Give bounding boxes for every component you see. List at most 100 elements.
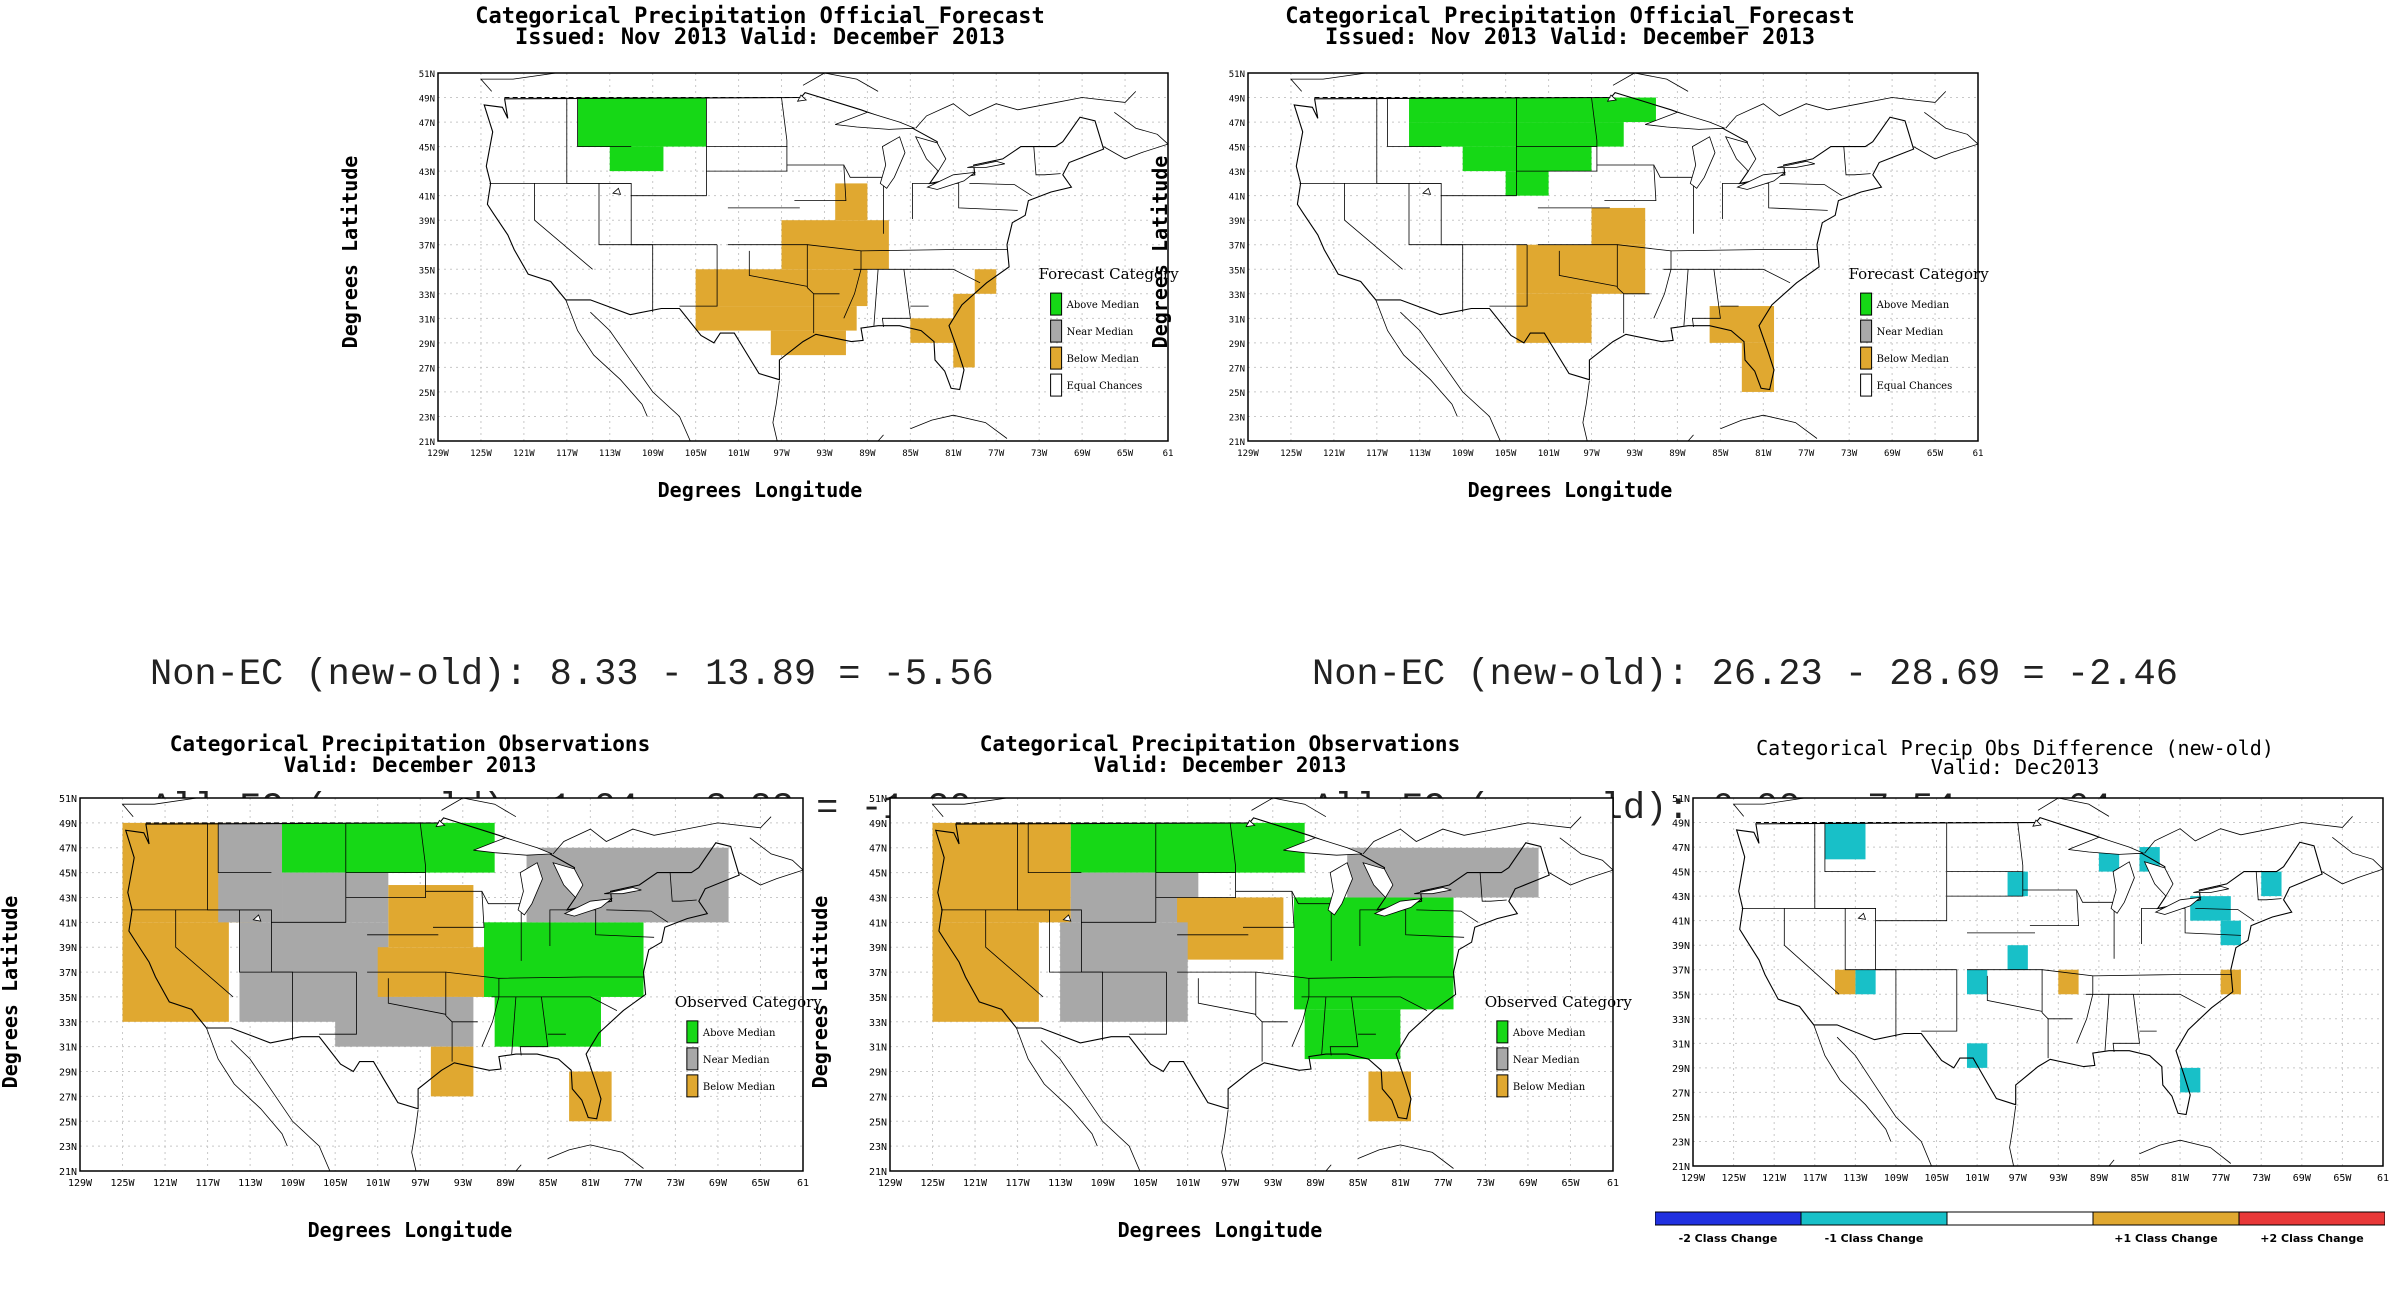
x-tick-label: 117W — [196, 1178, 221, 1189]
x-tick-label: 125W — [470, 449, 492, 459]
lake — [1777, 160, 1815, 168]
category-cell — [1966, 969, 1988, 995]
x-tick-label: 105W — [1133, 1178, 1158, 1189]
x-tick-label: 77W — [1434, 1178, 1453, 1189]
mexico-coast — [2108, 1159, 2115, 1166]
y-tick-label: 35N — [1672, 990, 1690, 1001]
mexico-coast — [1836, 1036, 1932, 1166]
y-tick-label: 27N — [1229, 364, 1245, 374]
state-border — [1344, 183, 1403, 270]
state-border — [2184, 908, 2241, 936]
x-tick-label: 65W — [751, 1178, 770, 1189]
state-border — [1235, 890, 1295, 928]
y-tick-label: 33N — [1672, 1015, 1690, 1026]
x-tick-label: 109W — [1452, 449, 1474, 459]
x-tick-label: 113W — [1843, 1173, 1868, 1184]
legend-label: Below Median — [1067, 354, 1140, 365]
y-tick-label: 37N — [59, 968, 77, 979]
canada-coast — [2321, 836, 2383, 885]
y-tick-label: 21N — [1672, 1162, 1690, 1173]
category-cell — [953, 293, 975, 368]
state-border — [217, 822, 272, 873]
y-tick-label: 47N — [869, 844, 887, 855]
canada-coast — [1290, 73, 1367, 92]
lake — [835, 111, 915, 130]
category-cell — [2180, 1067, 2201, 1093]
lake — [517, 862, 543, 916]
mexico-coast — [1325, 1164, 1332, 1171]
legend-label: Equal Chances — [1067, 381, 1143, 392]
x-tick-label: 73W — [2252, 1173, 2271, 1184]
canada-coast — [480, 73, 557, 92]
us-outline — [1735, 816, 2323, 1116]
legend-swatch — [1050, 292, 1063, 316]
canada-coast — [1103, 111, 1168, 160]
category-cell — [1835, 969, 1856, 995]
x-tick-label: 69W — [2293, 1173, 2312, 1184]
legend-label: Above Median — [1512, 1028, 1586, 1039]
state-border — [1844, 908, 1957, 971]
y-tick-label: 27N — [419, 364, 435, 374]
state-border — [1489, 244, 1528, 307]
y-tick-label: 45N — [59, 869, 77, 880]
observations-new-map: 129W 125W 121W 117W 113W 109W 105W 101W 97W 93W 89… — [869, 794, 1632, 1189]
canada-coast — [1725, 91, 1947, 129]
plot-frame — [889, 797, 1614, 1172]
x-tick-label: 73W — [1476, 1178, 1495, 1189]
canada-coast — [1612, 73, 1689, 92]
state-border — [239, 909, 357, 973]
lake — [1362, 862, 1394, 899]
y-tick-label: 39N — [1672, 941, 1690, 952]
y-tick-label: 25N — [419, 389, 435, 399]
y-tick-label: 33N — [869, 1018, 887, 1029]
x-axis-label: Degrees Longitude — [657, 478, 863, 502]
observations-new-panel: Categorical Precipitation Observations V… — [808, 730, 1632, 1260]
state-border — [1779, 183, 1842, 197]
x-tick-label: 97W — [411, 1178, 430, 1189]
y-tick-label: 29N — [869, 1068, 887, 1079]
x-tick-label: 129W — [1681, 1173, 1706, 1184]
state-border — [1683, 269, 1689, 326]
y-tick-label: 29N — [419, 340, 435, 350]
canada-coast — [441, 798, 517, 818]
colorbar-segment — [1946, 1211, 2094, 1226]
canada-coast — [1913, 111, 1978, 160]
stats-left-non-ec: Non-EC (new-old): 8.33 - 13.89 = -5.56 — [150, 654, 994, 696]
geography — [931, 798, 1613, 1171]
forecast-old-map: 129W 125W 121W 117W 113W 109W 105W 101W 97W 93W 89… — [419, 70, 1179, 459]
y-tick-label: 35N — [59, 993, 77, 1004]
x-tick-label: 61 — [1607, 1178, 1619, 1189]
panel-title-line-2: Valid: December 2013 — [1093, 753, 1347, 777]
mexico-coast — [411, 1110, 419, 1171]
category-cells — [1409, 97, 1775, 392]
category-cell — [1505, 171, 1549, 196]
x-tick-label: 65W — [1561, 1178, 1580, 1189]
legend-swatch — [1860, 319, 1873, 343]
mexico-coast — [590, 311, 691, 441]
x-tick-label: 125W — [1722, 1173, 1747, 1184]
panel-title-line-1: Categorical Precipitation Observations — [169, 732, 651, 756]
y-tick-label: 43N — [419, 168, 435, 178]
state-border — [1155, 822, 1237, 898]
lake — [1422, 187, 1432, 195]
category-cell — [1516, 244, 1646, 294]
mexico-coast — [1687, 434, 1694, 441]
x-tick-label: 65W — [2333, 1173, 2352, 1184]
category-cell — [282, 822, 495, 873]
x-tick-label: 85W — [902, 449, 919, 459]
x-tick-label: 113W — [1048, 1178, 1073, 1189]
geography — [480, 73, 1168, 441]
cuba-coast — [2139, 1139, 2232, 1164]
colorbar-label: +2 Class Change — [2260, 1232, 2363, 1245]
mexico-coast — [1016, 1027, 1098, 1147]
category-cell — [2261, 871, 2282, 897]
x-tick-label: 113W — [599, 449, 621, 459]
y-tick-label: 23N — [1229, 413, 1245, 423]
x-tick-label: 117W — [556, 449, 578, 459]
category-cell — [1824, 822, 1866, 860]
x-tick-label: 73W — [666, 1178, 685, 1189]
lake — [1283, 837, 1363, 856]
lake — [1373, 898, 1423, 917]
x-tick-label: 61 — [2377, 1173, 2389, 1184]
lake — [2154, 896, 2202, 915]
